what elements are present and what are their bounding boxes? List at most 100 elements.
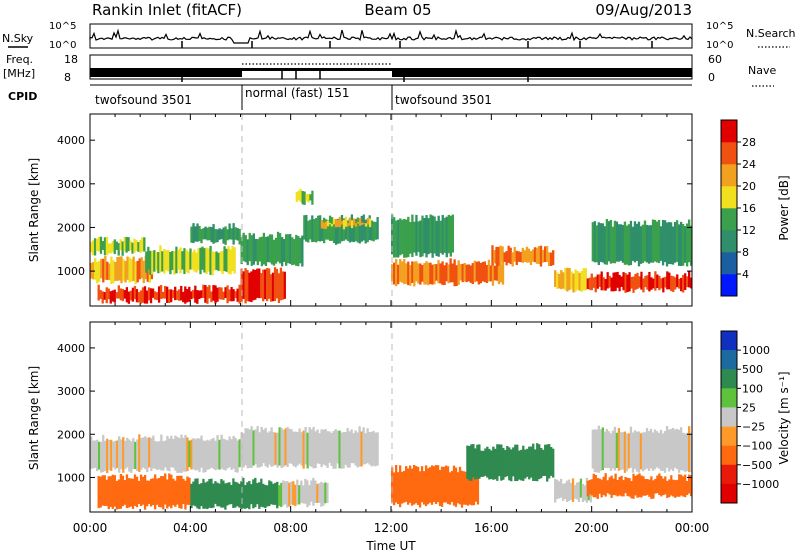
heatmap-cell [406, 468, 410, 505]
heatmap-cell [230, 439, 233, 470]
colorbar-swatch [721, 142, 737, 165]
heatmap-cell [320, 220, 324, 229]
heatmap-cell [534, 449, 537, 481]
heatmap-cell [493, 265, 497, 281]
heatmap-cell [133, 238, 136, 253]
cpid-mode-3: twofsound 3501 [395, 93, 492, 107]
heatmap-cell [466, 445, 469, 479]
heatmap-cell [170, 474, 173, 509]
heatmap-cell [238, 284, 241, 304]
heatmap-cell [541, 250, 545, 263]
heatmap-cell [425, 261, 428, 285]
heatmap-cell [139, 474, 143, 507]
heatmap-cell [457, 260, 460, 285]
heatmap-cell [220, 479, 223, 508]
heatmap-cell [526, 448, 529, 477]
colorbar-swatch [721, 230, 737, 253]
heatmap-cell [334, 219, 338, 228]
heatmap-cell [307, 220, 310, 243]
heatmap-cell [134, 441, 137, 470]
heatmap-cell [119, 288, 122, 301]
heatmap-cell [220, 287, 223, 300]
heatmap-cell [184, 434, 187, 472]
heatmap-cell [168, 289, 171, 303]
colorbar-swatch [721, 164, 737, 187]
heatmap-cell [454, 467, 458, 507]
heatmap-cell [404, 466, 408, 502]
heatmap-cell [441, 214, 444, 255]
heatmap-cell [393, 262, 396, 285]
heatmap-cell [655, 221, 659, 263]
heatmap-cell [171, 251, 174, 271]
heatmap-cell [376, 432, 379, 466]
heatmap-cell [151, 250, 154, 275]
heatmap-cell [298, 485, 301, 505]
heatmap-cell [612, 272, 615, 292]
heatmap-cell [606, 480, 609, 494]
heatmap-cell [660, 278, 663, 289]
colorbar-swatch [721, 426, 737, 446]
heatmap-cell [685, 432, 689, 472]
heatmap-cell [667, 429, 671, 472]
heatmap-cell [650, 277, 653, 290]
heatmap-cell [166, 479, 169, 509]
heatmap-cell [326, 431, 329, 468]
heatmap-cell [230, 286, 233, 302]
heatmap-cell [214, 481, 217, 504]
heatmap-cell [632, 276, 635, 293]
heatmap-cell [278, 427, 281, 466]
heatmap-cell [318, 433, 321, 464]
heatmap-cell [103, 475, 106, 506]
heatmap-cell [324, 482, 327, 504]
heatmap-cell [411, 214, 414, 258]
heatmap-cell [610, 277, 613, 292]
heatmap-cell [505, 251, 508, 266]
heatmap-cell [468, 445, 471, 481]
heatmap-cell [336, 219, 340, 228]
heatmap-cell [280, 427, 283, 469]
heatmap-cell [212, 437, 215, 469]
heatmap-cell [129, 290, 133, 301]
heatmap-cell [173, 250, 176, 275]
heatmap-cell [605, 219, 609, 265]
x-tick-label: 00:00 [73, 521, 108, 535]
heatmap-cell [356, 221, 360, 224]
colorbar-tick-label: −500 [742, 459, 772, 472]
heatmap-cell [233, 247, 236, 274]
nsky-trace [89, 28, 693, 48]
heatmap-cell [430, 465, 434, 505]
heatmap-cell [504, 449, 507, 478]
heatmap-cell [599, 223, 602, 262]
heatmap-cell [198, 290, 201, 300]
heatmap-cell [254, 429, 257, 465]
heatmap-cell [295, 192, 298, 202]
heatmap-cell [212, 224, 215, 244]
heatmap-cell [264, 427, 267, 467]
heatmap-cell [653, 429, 657, 470]
heatmap-cell [124, 440, 127, 470]
heatmap-cell [266, 236, 270, 263]
heatmap-cell [567, 479, 571, 502]
heatmap-cell [232, 435, 235, 469]
heatmap-cell [578, 272, 581, 291]
heatmap-cell [497, 260, 501, 285]
heatmap-cell [91, 240, 95, 256]
nsky-label: N.Sky [2, 32, 34, 45]
heatmap-cell [493, 250, 496, 264]
heatmap-cell [612, 478, 615, 496]
heatmap-cell [542, 449, 545, 477]
heatmap-cell [572, 273, 575, 293]
heatmap-cell [665, 222, 669, 267]
heatmap-cell [113, 239, 116, 255]
heatmap-cell [308, 427, 311, 467]
heatmap-cell [485, 264, 489, 283]
velocity-colorbar-label: Velocity [m s⁻¹] [777, 371, 791, 464]
heatmap-cell [592, 473, 595, 498]
heatmap-cell [116, 257, 119, 281]
heatmap-cell [93, 238, 97, 256]
heatmap-cell [275, 268, 279, 299]
freq-label-2: [MHz] [3, 67, 35, 80]
heatmap-cell [200, 483, 203, 507]
heatmap-cell [291, 237, 294, 266]
heatmap-cell [204, 482, 207, 509]
